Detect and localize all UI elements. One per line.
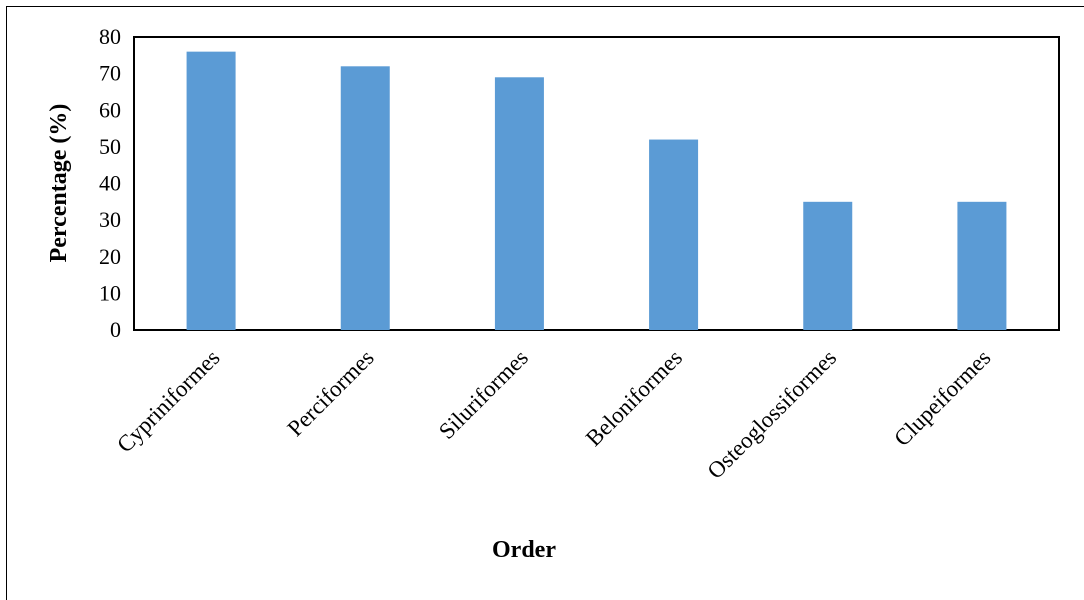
bar (957, 201, 1007, 330)
x-category-label: Cypriniformes (112, 345, 225, 458)
y-tick-label: 10 (99, 280, 121, 305)
y-tick-label: 70 (99, 61, 121, 86)
y-tick-label: 50 (99, 134, 121, 159)
bar (494, 77, 544, 330)
plot-area (133, 36, 1060, 331)
y-tick-label: 80 (99, 24, 121, 49)
y-axis-ticks: 0 10 20 30 40 50 60 70 80 (99, 24, 121, 342)
x-axis-category-labels: Cypriniformes Perciformes Siluriformes Belo… (112, 345, 995, 484)
bar (803, 201, 853, 330)
y-tick-label: 30 (99, 207, 121, 232)
x-category-label: Clupeiformes (889, 345, 995, 451)
y-tick-label: 20 (99, 244, 121, 269)
y-tick-label: 40 (99, 171, 121, 196)
x-category-label: Osteoglossiformes (703, 345, 842, 484)
bar (186, 51, 236, 331)
bar (649, 139, 699, 330)
chart-frame (6, 6, 1084, 600)
x-category-label: Siluriformes (434, 345, 533, 444)
y-tick-label: 60 (99, 97, 121, 122)
x-axis-title: Order (492, 537, 556, 563)
x-category-label: Perciformes (283, 345, 379, 441)
bar (340, 66, 390, 331)
y-axis-title: Percentage (%) (46, 104, 72, 263)
x-category-label: Beloniformes (581, 345, 687, 451)
bars (186, 51, 1007, 331)
y-tick-label: 0 (110, 317, 121, 342)
